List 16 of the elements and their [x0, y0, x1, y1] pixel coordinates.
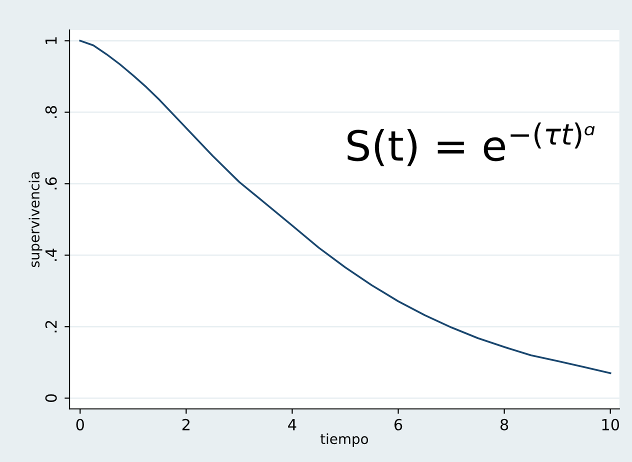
x-tick-label: 10 — [602, 418, 620, 430]
y-tick-label: .8 — [45, 106, 57, 118]
y-tick-label: 0 — [45, 394, 57, 402]
x-tick-label: 8 — [500, 418, 508, 430]
x-tick-label: 4 — [288, 419, 296, 430]
y-axis-title: supervivencia — [28, 172, 42, 268]
x-tick-label: 2 — [182, 418, 190, 430]
x-axis-title: tiempo — [320, 433, 368, 447]
line-series — [79, 40, 612, 374]
y-tick-label: .2 — [45, 320, 57, 332]
y-tick-label: .4 — [45, 248, 57, 261]
y-tick-label: .6 — [45, 177, 57, 190]
y-tick-label: 1 — [45, 37, 57, 44]
x-tick-label: 6 — [394, 418, 402, 430]
annotation: S(t) = e$^{−(τt)ᵅ}$ — [348, 122, 595, 166]
x-tick-label: 0 — [76, 418, 84, 430]
